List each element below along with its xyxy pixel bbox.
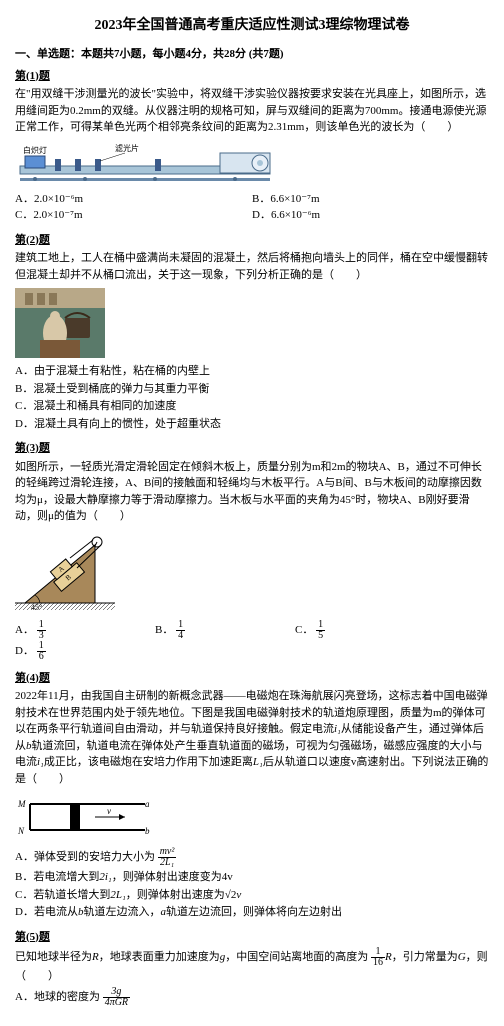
q3-diagram: A B 45°: [15, 530, 489, 615]
q1-optD-val: 6.6×10⁻⁶m: [271, 209, 320, 221]
q5-optA: A．地球的密度为 3g4πGR: [15, 987, 489, 1008]
q1-optC: C．: [15, 209, 33, 221]
q5-text: 已知地球半径为R，地球表面重力加速度为g，中国空间站离地面的高度为 116R，引…: [15, 947, 489, 985]
q2-optB: B．混凝土受到桶底的弹力与其重力平衡: [15, 381, 489, 398]
q3-text: 如图所示，一轻质光滑定滑轮固定在倾斜木板上，质量分别为m和2m的物块A、B，通过…: [15, 459, 489, 525]
svg-text:M: M: [17, 799, 26, 809]
q2-optC: C．混凝土和桶具有相同的加速度: [15, 398, 489, 415]
svg-text:白炽灯: 白炽灯: [23, 145, 47, 155]
q3-optD: D．: [15, 645, 34, 657]
question-2: 第(2)题 建筑工地上，工人在桶中盛满尚未凝固的混凝土，然后将桶抱向墙头上的同伴…: [15, 232, 489, 433]
q4-optD: D．若电流从b轨道左边流入，a轨道左边流回，则弹体将向左边射出: [15, 904, 489, 921]
q4-label: 第(4)题: [15, 670, 489, 687]
q4-diagram: M N v a b: [15, 792, 489, 842]
q2-diagram: [15, 288, 489, 358]
q1-optB-val: 6.6×10⁻⁷m: [270, 193, 319, 205]
q1-optD: D．: [252, 209, 271, 221]
svg-text:b: b: [145, 826, 150, 836]
q4-optA: A．弹体受到的安培力大小为 mv²2L₁: [15, 847, 489, 868]
q3-optC: C．: [295, 624, 313, 636]
section-1-header: 一、单选题：本题共7小题，每小题4分，共28分 (共7题): [15, 46, 489, 63]
question-1: 第(1)题 在"用双缝干涉测量光的波长"实验中，将双缝干涉实验仪器按要求安装在光…: [15, 68, 489, 224]
q1-optA-val: 2.0×10⁻⁶m: [34, 193, 83, 205]
svg-text:v: v: [107, 806, 111, 816]
q1-optB: B．: [252, 193, 270, 205]
q1-diagram: 白炽灯 滤光片: [15, 141, 489, 186]
svg-text:滤光片: 滤光片: [115, 143, 139, 153]
svg-text:N: N: [17, 826, 25, 836]
question-5: 第(5)题 已知地球半径为R，地球表面重力加速度为g，中国空间站离地面的高度为 …: [15, 929, 489, 1008]
exam-title: 2023年全国普通高考重庆适应性测试3理综物理试卷: [15, 15, 489, 36]
q2-optA: A．由于混凝土有粘性，粘在桶的内壁上: [15, 363, 489, 380]
q1-optA: A．: [15, 193, 34, 205]
q1-text: 在"用双缝干涉测量光的波长"实验中，将双缝干涉实验仪器按要求安装在光具座上，如图…: [15, 86, 489, 136]
q4-optC: C．若轨道长增大到2L₁，则弹体射出速度为√2v: [15, 887, 489, 904]
q2-label: 第(2)题: [15, 232, 489, 249]
q3-optA: A．: [15, 624, 34, 636]
q4-optB: B．若电流增大到2i₁，则弹体射出速度变为4v: [15, 869, 489, 886]
svg-text:a: a: [145, 799, 150, 809]
q2-text: 建筑工地上，工人在桶中盛满尚未凝固的混凝土，然后将桶抱向墙头上的同伴，桶在空中缓…: [15, 250, 489, 283]
q2-optD: D．混凝土具有向上的惯性，处于超重状态: [15, 416, 489, 433]
q1-label: 第(1)题: [15, 68, 489, 85]
q3-optB: B．: [155, 624, 173, 636]
svg-text:45°: 45°: [31, 603, 42, 612]
q3-label: 第(3)题: [15, 440, 489, 457]
q4-text: 2022年11月，由我国自主研制的新概念武器——电磁炮在珠海航展闪亮登场，这标志…: [15, 688, 489, 787]
question-3: 第(3)题 如图所示，一轻质光滑定滑轮固定在倾斜木板上，质量分别为m和2m的物块…: [15, 440, 489, 662]
q5-label: 第(5)题: [15, 929, 489, 946]
question-4: 第(4)题 2022年11月，由我国自主研制的新概念武器——电磁炮在珠海航展闪亮…: [15, 670, 489, 921]
q1-optC-val: 2.0×10⁻⁷m: [33, 209, 82, 221]
